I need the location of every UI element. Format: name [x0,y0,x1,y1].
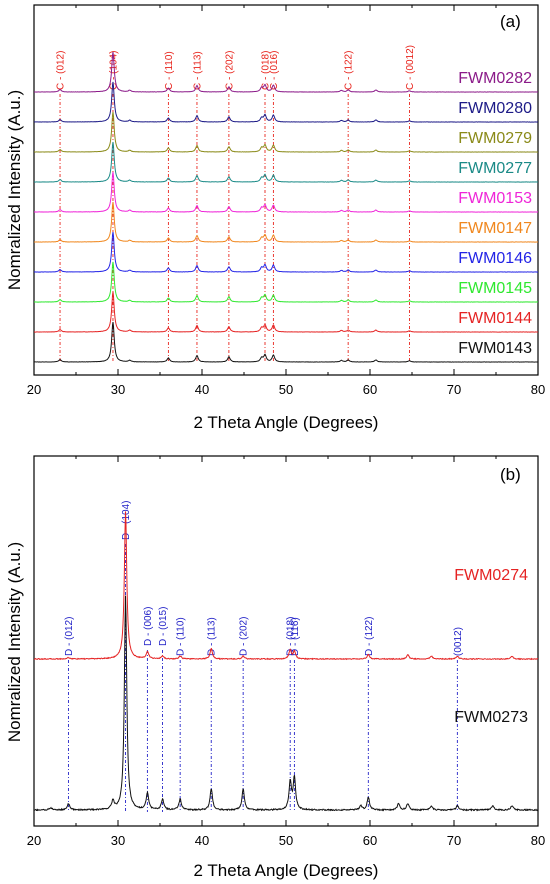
series-line [33,291,539,333]
series-line [33,171,539,213]
series-line [33,261,539,303]
reference-peak-label: D - (006) [143,607,154,646]
panel-b-x-axis-label: 2 Theta Angle (Degrees) [194,861,379,880]
reference-peak-label: D - (122) [364,617,375,656]
series-label: FWM0280 [458,100,532,117]
reference-peak-label: (0012) [453,627,464,656]
series-label: FWM0145 [458,280,532,297]
reference-peak-label: C - (122) [344,51,355,90]
x-tick-label: 20 [27,833,41,848]
panel-b: (b) 2 Theta Angle (Degrees) Nomralized I… [5,455,545,880]
x-tick-label: 20 [27,382,41,397]
series-label: FWM0274 [454,567,528,584]
series-label: FWM0279 [458,130,532,147]
x-tick-label: 70 [447,382,461,397]
reference-peak-label: C - (016) [269,51,280,90]
x-tick-label: 60 [363,382,377,397]
reference-peak-label: D - (012) [64,617,75,656]
series-label: FWM0146 [458,250,532,267]
panel-b-series: FWM0274 FWM0273 [33,511,539,812]
series-label: FWM0277 [458,160,532,177]
reference-peak-label: C - (113) [192,51,203,90]
series-label: FWM0147 [458,220,532,237]
series-line [33,511,539,661]
reference-peak-label: C - (202) [224,51,235,90]
x-tick-label: 80 [531,382,545,397]
x-tick-label: 60 [363,833,377,848]
series-label: FWM0282 [458,70,532,87]
reference-peak-label: D - (202) [239,617,250,656]
panel-b-y-axis-label: Nomralized Intensity (A.u.) [5,542,24,742]
x-tick-label: 40 [195,833,209,848]
reference-peak-label: C - (018) [261,51,272,90]
series-line [33,232,539,273]
panel-a-x-axis-label: 2 Theta Angle (Degrees) [194,413,379,432]
series-line [33,201,539,243]
reference-peak-label: D - (104) [121,501,132,540]
panel-a-y-axis-label: Nomralized Intensity (A.u.) [5,90,24,290]
x-tick-label: 30 [111,382,125,397]
series-line [33,81,539,123]
x-tick-label: 80 [531,833,545,848]
series-label: FWM0144 [458,310,532,327]
panel-b-reference-lines: D - (012) D - (104) D - (006) D - (015) D - … [64,501,464,812]
series-line [33,595,539,812]
reference-peak-label: D - (116) [290,617,301,656]
x-tick-label: 50 [279,833,293,848]
series-label: FWM0143 [458,340,532,357]
series-line [33,112,539,153]
reference-peak-label: C - (012) [56,51,67,90]
reference-peak-label: C - (0012) [405,45,416,90]
reference-peak-label: D - (015) [158,607,169,646]
series-line [33,51,539,93]
series-label: FWM0273 [454,709,528,726]
panel-b-x-ticks: 20 30 40 50 60 70 80 [27,456,545,848]
reference-peak-label: C - (110) [164,51,175,90]
series-line [33,321,539,363]
series-line [33,141,539,183]
panel-a-series: FWM0282 FWM0280 FWM0279 FWM0277 FWM0153 FWM01… [33,51,539,363]
panel-a-label: (a) [500,12,521,31]
panel-a-x-ticks: 20 30 40 50 60 70 80 [27,5,545,397]
x-tick-label: 50 [279,382,293,397]
panel-a: (a) 2 Theta Angle (Degrees) Nomralized I… [5,4,545,432]
reference-peak-label: D - (113) [207,617,218,656]
x-tick-label: 40 [195,382,209,397]
series-label: FWM0153 [458,190,532,207]
panel-b-label: (b) [500,465,521,484]
x-tick-label: 70 [447,833,461,848]
reference-peak-label: D - (110) [176,617,187,656]
reference-peak-label: D - (018) [286,617,297,656]
x-tick-label: 30 [111,833,125,848]
